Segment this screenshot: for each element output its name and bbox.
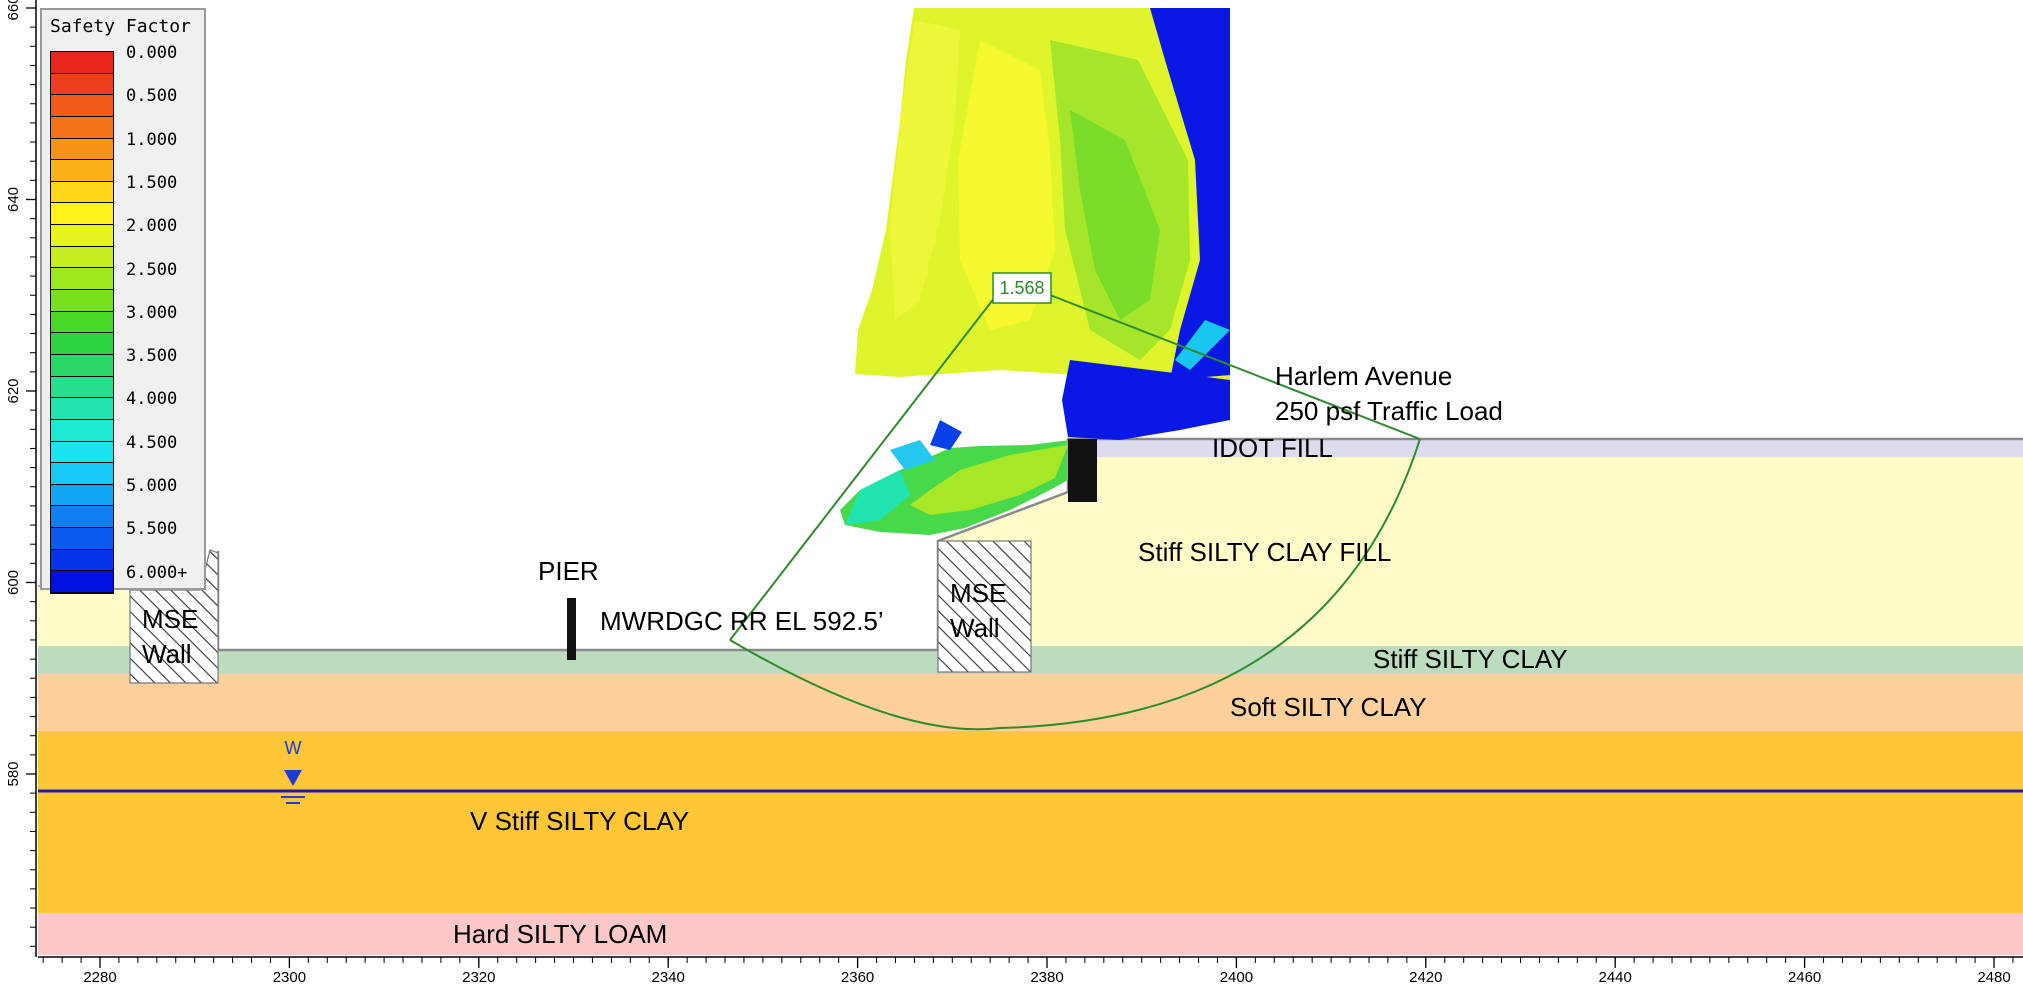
layer-v-stiff-silty-clay bbox=[38, 731, 2023, 913]
legend-swatch bbox=[51, 95, 113, 117]
legend-swatches bbox=[50, 51, 114, 595]
label-pier: PIER bbox=[538, 556, 599, 586]
legend-label: 3.000 bbox=[126, 302, 178, 323]
label-layer-hard-silty-loam: Hard SILTY LOAM bbox=[453, 919, 667, 949]
abutment-block bbox=[1068, 439, 1097, 502]
soil-layers bbox=[38, 439, 2023, 955]
legend-swatch bbox=[51, 441, 113, 464]
legend-label: 5.000 bbox=[126, 476, 178, 496]
legend-swatch bbox=[51, 311, 113, 334]
mse-wall-left bbox=[129, 549, 219, 684]
safety-factor-contours bbox=[840, 8, 1230, 535]
legend-swatch bbox=[51, 376, 113, 399]
y-axis: 660 640 620 600 580 bbox=[5, 0, 37, 957]
x-axis: 2280 2300 2320 2340 2360 2380 2400 2420 2440 2460… bbox=[38, 956, 2023, 986]
legend-label: 3.500 bbox=[126, 346, 178, 367]
critical-slip-surface bbox=[729, 438, 1421, 731]
legend-swatch bbox=[51, 116, 113, 139]
label-layer-stiff-silty-clay: Stiff SILTY CLAY bbox=[1373, 644, 1568, 674]
legend-swatch bbox=[51, 419, 113, 442]
excavation-void bbox=[218, 439, 1068, 650]
label-mse-left-1: MSE bbox=[142, 604, 198, 634]
x-tick-label: 2320 bbox=[462, 969, 495, 985]
x-tick-label: 2460 bbox=[1788, 969, 1821, 985]
x-tick-label: 2400 bbox=[1220, 969, 1253, 985]
legend-swatch bbox=[51, 160, 113, 182]
x-tick-label: 2380 bbox=[1030, 969, 1063, 985]
legend-swatch bbox=[51, 463, 113, 485]
legend-swatch bbox=[51, 268, 113, 291]
legend-label: 4.000 bbox=[126, 389, 178, 410]
legend-swatch bbox=[51, 398, 113, 420]
legend-title: Safety Factor bbox=[50, 16, 191, 37]
legend-swatch bbox=[51, 333, 113, 355]
legend-swatch bbox=[51, 52, 113, 74]
legend-swatch bbox=[51, 484, 113, 507]
label-layer-idot-fill: IDOT FILL bbox=[1212, 433, 1333, 463]
legend-swatch bbox=[51, 73, 113, 96]
label-harlem-2: 250 psf Traffic Load bbox=[1275, 396, 1503, 426]
x-tick-label: 2360 bbox=[841, 969, 874, 985]
label-layer-soft-silty-clay: Soft SILTY CLAY bbox=[1230, 692, 1427, 722]
legend-panel: Safety Factor 0.000 0.500 1.000 1.500 2.000 2… bbox=[40, 8, 206, 595]
legend-label: 0.000 bbox=[126, 43, 178, 63]
slip-radius-left bbox=[729, 296, 996, 641]
layer-hard-silty-loam bbox=[38, 913, 2023, 955]
legend-swatch bbox=[51, 138, 113, 161]
legend-label: 1.500 bbox=[126, 172, 178, 193]
y-tick-label: 640 bbox=[5, 187, 22, 212]
label-road: MWRDGC RR EL 592.5’ bbox=[600, 606, 884, 636]
legend-label: 4.500 bbox=[126, 432, 178, 453]
legend-label: 2.500 bbox=[126, 259, 178, 280]
y-tick-label: 620 bbox=[5, 378, 22, 403]
y-tick-label: 580 bbox=[5, 761, 22, 786]
layer-stiff-silty-clay-fill bbox=[938, 457, 2023, 646]
legend-swatch bbox=[51, 203, 113, 226]
x-tick-label: 2280 bbox=[83, 969, 116, 985]
legend-swatch bbox=[51, 354, 113, 377]
legend-swatch bbox=[51, 246, 113, 269]
label-mse-left-2: Wall bbox=[142, 639, 192, 669]
y-tick-label: 600 bbox=[5, 570, 22, 595]
legend-swatch bbox=[51, 506, 113, 529]
label-harlem-1: Harlem Avenue bbox=[1275, 361, 1452, 391]
critical-fs-value: 1.568 bbox=[999, 278, 1044, 298]
legend-label: 1.000 bbox=[126, 129, 178, 150]
legend-label: 6.000+ bbox=[126, 562, 188, 583]
water-marker-label: W bbox=[285, 738, 302, 758]
legend-label: 2.000 bbox=[126, 216, 178, 237]
legend-swatch bbox=[51, 549, 113, 572]
mse-wall-right bbox=[937, 540, 1032, 673]
water-table-icon bbox=[284, 770, 302, 786]
pier-column bbox=[567, 598, 576, 660]
label-layer-stiff-silty-clay-fill: Stiff SILTY CLAY FILL bbox=[1138, 537, 1391, 567]
label-mse-right-2: Wall bbox=[950, 613, 1000, 643]
legend-swatch bbox=[51, 290, 113, 312]
legend-swatch bbox=[51, 225, 113, 247]
x-tick-label: 2340 bbox=[652, 969, 685, 985]
layer-soft-silty-clay bbox=[38, 674, 2023, 731]
legend-swatch bbox=[51, 181, 113, 204]
legend-label: 5.500 bbox=[126, 519, 178, 540]
x-tick-label: 2440 bbox=[1599, 969, 1632, 985]
slip-radius-right bbox=[1049, 294, 1421, 440]
critical-fs-box bbox=[992, 272, 1052, 304]
legend-label: 0.500 bbox=[126, 86, 178, 107]
x-tick-label: 2420 bbox=[1409, 969, 1442, 985]
legend-swatch bbox=[51, 528, 113, 550]
x-tick-label: 2300 bbox=[273, 969, 306, 985]
y-tick-label: 660 bbox=[5, 0, 22, 21]
label-layer-v-stiff-silty-clay: V Stiff SILTY CLAY bbox=[470, 806, 689, 836]
label-mse-right-1: MSE bbox=[950, 578, 1006, 608]
layer-idot-fill bbox=[1068, 439, 2023, 457]
x-tick-label: 2480 bbox=[1977, 969, 2010, 985]
legend-swatch bbox=[51, 571, 113, 594]
